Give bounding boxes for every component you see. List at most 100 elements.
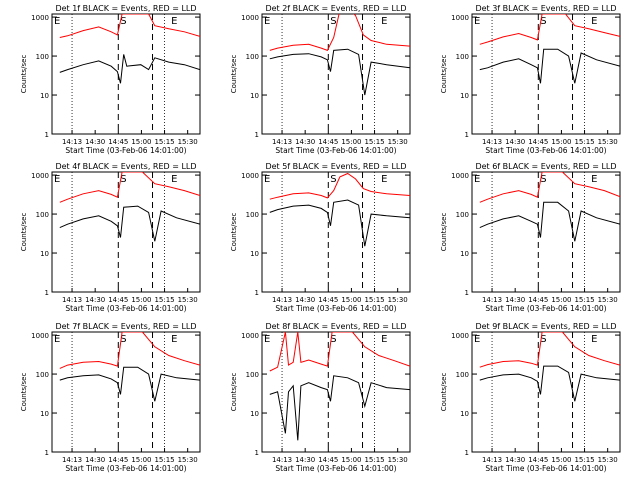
x-axis-label: Start Time (03-Feb-06 14:01:00) (485, 304, 606, 313)
events-series-line (269, 375, 410, 441)
y-tick-label: 1000 (31, 332, 49, 340)
x-tick-label: 14:30 (85, 456, 105, 464)
event-marker-s: S (540, 334, 546, 345)
panel-det-4: Det 4f BLACK = Events, RED = LLD E S E 1 10 10… (20, 162, 201, 313)
x-axis-label: Start Time (03-Feb-06 14:01:00) (65, 146, 186, 155)
x-tick-label: 14:45 (318, 138, 338, 146)
x-tick-label: 14:13 (272, 456, 292, 464)
events-series-line (269, 48, 410, 96)
x-tick-label: 14:45 (318, 456, 338, 464)
event-marker-e: E (381, 16, 387, 27)
y-tick-label: 1000 (241, 14, 259, 22)
panel-title: Det 8f BLACK = Events, RED = LLD (265, 322, 406, 331)
y-axis-label: Counts/sec (440, 55, 448, 94)
x-tick-label: 14:30 (85, 138, 105, 146)
panel-det-8: Det 8f BLACK = Events, RED = LLD E S E 1 10 10… (230, 322, 411, 473)
events-series-line (59, 366, 200, 402)
events-series-line (479, 48, 620, 84)
x-tick-label: 14:13 (482, 456, 502, 464)
event-marker-s: S (120, 174, 126, 185)
lld-series-line (479, 332, 620, 368)
x-tick-label: 14:30 (295, 296, 315, 304)
y-tick-label: 1 (45, 449, 49, 457)
event-marker-e: E (381, 334, 387, 345)
lld-series-line (479, 14, 620, 45)
panel-det-3: Det 3f BLACK = Events, RED = LLD E S E 1 10 10… (440, 4, 621, 155)
x-axis-label: Start Time (03-Feb-06 14:01:00) (275, 304, 396, 313)
x-tick-label: 15:00 (551, 138, 571, 146)
x-tick-label: 15:00 (341, 296, 361, 304)
event-marker-s: S (120, 16, 126, 27)
panel-title: Det 2f BLACK = Events, RED = LLD (265, 4, 406, 13)
y-tick-label: 10 (460, 410, 469, 418)
event-marker-e: E (264, 174, 270, 185)
y-tick-label: 100 (246, 211, 259, 219)
panel-det-7: Det 7f BLACK = Events, RED = LLD E S E 1 10 10… (20, 322, 201, 473)
x-tick-label: 14:13 (272, 296, 292, 304)
event-marker-e: E (264, 334, 270, 345)
y-tick-label: 1000 (241, 172, 259, 180)
x-tick-label: 14:45 (108, 296, 128, 304)
x-tick-label: 15:15 (154, 138, 174, 146)
y-tick-label: 1 (465, 289, 469, 297)
x-tick-label: 15:15 (154, 456, 174, 464)
event-marker-e: E (54, 174, 60, 185)
event-marker-e: E (474, 174, 480, 185)
x-tick-label: 15:00 (131, 456, 151, 464)
event-marker-s: S (330, 334, 336, 345)
y-tick-label: 10 (250, 410, 259, 418)
x-axis-label: Start Time (03-Feb-06 14:01:00) (65, 464, 186, 473)
lld-series-line (269, 14, 410, 52)
x-tick-label: 14:13 (272, 138, 292, 146)
y-tick-label: 1 (255, 131, 259, 139)
event-marker-e: E (171, 334, 177, 345)
x-tick-label: 15:00 (341, 456, 361, 464)
y-tick-label: 1 (45, 289, 49, 297)
panel-det-9: Det 9f BLACK = Events, RED = LLD E S E 1 10 10… (440, 322, 621, 473)
y-axis-label: Counts/sec (20, 373, 28, 412)
y-tick-label: 1 (465, 131, 469, 139)
x-tick-label: 14:45 (108, 138, 128, 146)
panel-det-1: Det 1f BLACK = Events, RED = LLD E S E 1 10 10… (20, 4, 201, 155)
x-axis-label: Start Time (03-Feb-06 14:01:00) (65, 304, 186, 313)
x-axis-label: Start Time (03-Feb-06 14:01:00) (485, 146, 606, 155)
x-tick-label: 15:15 (574, 138, 594, 146)
x-tick-label: 14:45 (108, 456, 128, 464)
event-marker-e: E (171, 174, 177, 185)
y-tick-label: 1000 (451, 172, 469, 180)
panel-det-6: Det 6f BLACK = Events, RED = LLD E S E 1 10 10… (440, 162, 621, 313)
events-series-line (479, 201, 620, 242)
event-marker-s: S (540, 16, 546, 27)
x-tick-label: 14:30 (85, 296, 105, 304)
plot-frame (261, 171, 411, 293)
plot-frame (51, 331, 201, 453)
x-tick-label: 14:13 (62, 456, 82, 464)
event-marker-s: S (120, 334, 126, 345)
x-tick-label: 15:30 (178, 138, 198, 146)
x-tick-label: 15:30 (388, 138, 408, 146)
x-tick-label: 15:30 (178, 456, 198, 464)
panel-title: Det 7f BLACK = Events, RED = LLD (55, 322, 196, 331)
panel-det-2: Det 2f BLACK = Events, RED = LLD E S E 1 10 10… (230, 4, 411, 155)
y-tick-label: 100 (456, 53, 469, 61)
x-tick-label: 15:00 (341, 138, 361, 146)
x-axis-label: Start Time (03-Feb-06 14:01:00) (485, 464, 606, 473)
y-tick-label: 10 (40, 250, 49, 258)
x-axis-label: Start Time (03-Feb-06 14:01:00) (275, 464, 396, 473)
lld-series-line (59, 172, 200, 203)
event-marker-s: S (330, 16, 336, 27)
x-tick-label: 14:45 (528, 138, 548, 146)
x-tick-label: 15:00 (551, 456, 571, 464)
y-tick-label: 100 (36, 371, 49, 379)
y-axis-label: Counts/sec (230, 213, 238, 252)
plot-frame (471, 331, 621, 453)
y-tick-label: 100 (456, 371, 469, 379)
y-tick-label: 1 (465, 449, 469, 457)
y-tick-label: 100 (246, 53, 259, 61)
x-tick-label: 15:15 (364, 138, 384, 146)
x-axis-label: Start Time (03-Feb-06 14:01:00) (275, 146, 396, 155)
y-tick-label: 10 (460, 250, 469, 258)
x-tick-label: 14:13 (482, 138, 502, 146)
y-tick-label: 1000 (241, 332, 259, 340)
panel-title: Det 3f BLACK = Events, RED = LLD (475, 4, 616, 13)
